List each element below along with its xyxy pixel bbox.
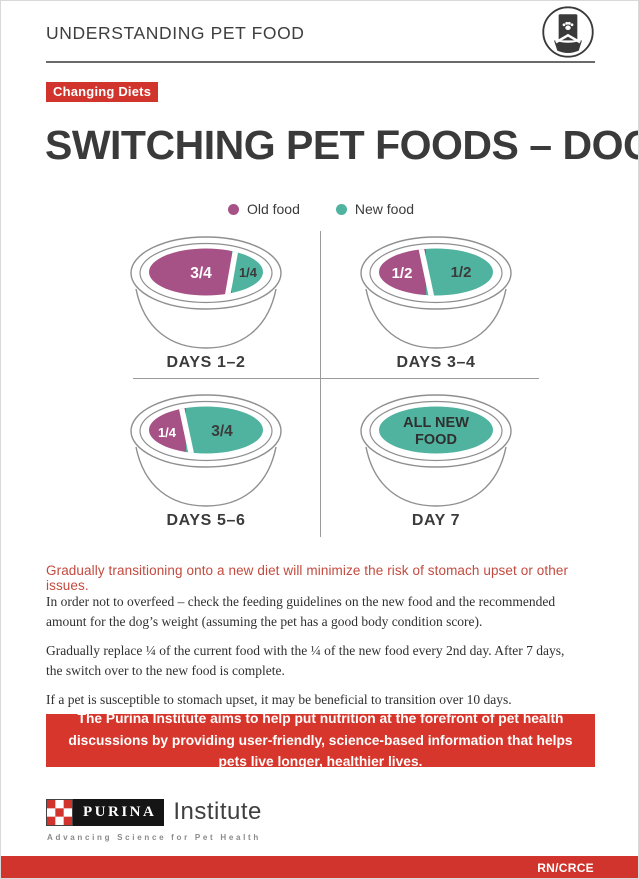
institute-wordmark: Institute <box>173 798 262 825</box>
header-divider <box>46 61 595 63</box>
fraction-old: 3/4 <box>190 265 212 282</box>
old-food-swatch <box>227 203 239 215</box>
callout-text: The Purina Institute aims to help put nu… <box>68 711 573 770</box>
legend-new-label: New food <box>354 201 415 217</box>
purina-checkerboard-icon <box>46 798 73 826</box>
grid-divider-vertical <box>320 231 321 537</box>
highlight-sentence: Gradually transitioning onto a new diet … <box>46 563 569 593</box>
fraction-new: 1/4 <box>239 265 258 280</box>
grid-divider-horizontal <box>133 378 539 379</box>
page-header-title: UNDERSTANDING PET FOOD <box>46 23 305 43</box>
bowl-diagram-grid: 3/4 1/4 DAYS 1–2 1/2 1/2 DAYS 3–4 <box>91 231 551 537</box>
paragraph-replace: Gradually replace ¼ of the current food … <box>46 642 565 678</box>
paragraph-overfeed: In order not to overfeed – check the fee… <box>46 594 556 629</box>
fraction-old: 1/2 <box>392 265 413 282</box>
legend-old-label: Old food <box>246 201 300 217</box>
fraction-new: 3/4 <box>211 423 233 440</box>
legend-item-new-food: New food <box>335 201 415 217</box>
bowl-days-3-4: 1/2 1/2 DAYS 3–4 <box>321 231 551 377</box>
page-title: SWITCHING PET FOODS – DOGS <box>45 122 639 168</box>
bowl-graphic-days-1-2: 3/4 1/4 <box>130 236 282 349</box>
purina-institute-logo: PURINA Institute <box>46 798 262 826</box>
new-food-swatch <box>335 203 347 215</box>
bowl-label: DAYS 5–6 <box>166 512 246 529</box>
purina-wordmark: PURINA <box>73 798 165 826</box>
footer-code: RN/CRCE <box>537 861 594 875</box>
legend-item-old-food: Old food <box>227 201 300 217</box>
bowl-days-5-6: 1/4 3/4 DAYS 5–6 <box>91 389 321 535</box>
all-new-food-line2: FOOD <box>415 432 457 448</box>
legend: Old food New food <box>91 201 551 217</box>
bowl-days-1-2: 3/4 1/4 DAYS 1–2 <box>91 231 321 377</box>
purina-institute-callout: The Purina Institute aims to help put nu… <box>46 711 595 769</box>
bowl-label: DAYS 3–4 <box>396 354 476 371</box>
body-text: In order not to overfeed – check the fee… <box>46 592 571 719</box>
fraction-new: 1/2 <box>451 264 472 281</box>
pet-food-bag-bowl-icon <box>542 6 594 58</box>
bowl-day-7: ALL NEW FOOD DAY 7 <box>321 389 551 535</box>
bowl-label: DAYS 1–2 <box>166 354 246 371</box>
fraction-old: 1/4 <box>158 425 177 440</box>
bowl-graphic-day-7: ALL NEW FOOD <box>360 394 512 507</box>
bowl-graphic-days-5-6: 1/4 3/4 <box>130 394 282 507</box>
bowl-graphic-days-3-4: 1/2 1/2 <box>360 236 512 349</box>
paragraph-susceptible: If a pet is susceptible to stomach upset… <box>46 691 512 707</box>
section-badge: Changing Diets <box>46 82 159 102</box>
footer-bar: RN/CRCE <box>1 856 638 878</box>
all-new-food-line1: ALL NEW <box>403 415 469 431</box>
bowl-label: DAY 7 <box>411 512 461 529</box>
logo-tagline: Advancing Science for Pet Health <box>47 833 261 842</box>
